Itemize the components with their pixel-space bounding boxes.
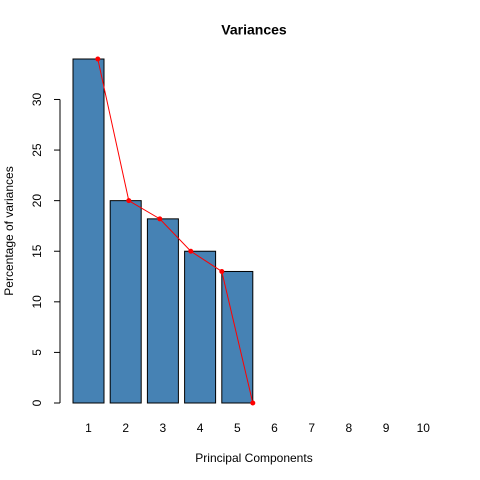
x-tick-label: 9 (383, 421, 390, 435)
variance-point (250, 400, 256, 406)
variance-point (188, 248, 194, 254)
x-tick-label: 2 (122, 421, 129, 435)
y-axis-label: Percentage of variances (2, 166, 16, 295)
y-tick-label: 25 (30, 143, 44, 157)
x-tick-label: 4 (197, 421, 204, 435)
variance-point (219, 268, 225, 274)
x-tick-label: 8 (346, 421, 353, 435)
bar (72, 58, 105, 404)
x-axis-label: Principal Components (195, 451, 312, 465)
y-tick-label: 15 (30, 244, 44, 258)
variance-point (157, 216, 163, 222)
y-tick-label: 5 (30, 349, 44, 356)
variance-point (95, 56, 101, 62)
variance-point (126, 198, 132, 204)
x-tick-label: 6 (271, 421, 278, 435)
y-tick-label: 10 (30, 295, 44, 309)
bar (146, 218, 179, 404)
x-tick-label: 10 (417, 421, 431, 435)
y-tick-label: 30 (30, 92, 44, 106)
x-tick-label: 7 (308, 421, 315, 435)
y-tick-label: 20 (30, 194, 44, 208)
variance-line (97, 58, 254, 404)
chart-title: Variances (221, 22, 287, 38)
x-tick-label: 1 (85, 421, 92, 435)
bar (109, 200, 142, 404)
y-tick-label: 0 (30, 399, 44, 406)
x-tick-label: 3 (160, 421, 167, 435)
bar (184, 250, 217, 404)
x-tick-label: 5 (234, 421, 241, 435)
